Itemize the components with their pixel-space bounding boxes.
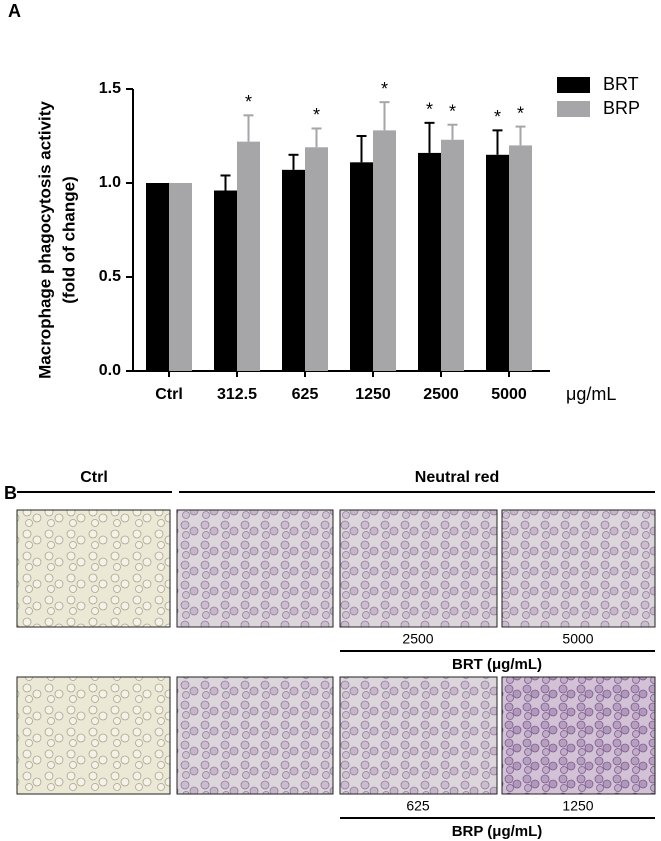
y-tick-label: 0.5 bbox=[99, 268, 121, 285]
micrograph bbox=[339, 676, 498, 795]
panel-b: B Ctrl Neutral red 2500 5000 BRT (μg/mL) 62… bbox=[4, 469, 656, 840]
legend-label: BRT bbox=[603, 74, 639, 94]
significance-mark: * bbox=[449, 101, 456, 121]
legend-swatch bbox=[557, 101, 590, 117]
micrograph bbox=[176, 676, 334, 795]
bar bbox=[305, 147, 328, 371]
bar bbox=[282, 169, 305, 371]
significance-mark: * bbox=[313, 105, 320, 125]
significance-mark: * bbox=[494, 107, 501, 127]
concentration-label: 1250 bbox=[562, 798, 593, 814]
micrograph bbox=[501, 509, 656, 628]
concentration-label: 2500 bbox=[402, 631, 433, 647]
x-tick-label: 625 bbox=[292, 386, 319, 403]
bar bbox=[486, 154, 509, 371]
x-tick-label: 1250 bbox=[355, 386, 391, 403]
bar bbox=[418, 152, 441, 371]
micrograph bbox=[176, 509, 334, 628]
bar bbox=[373, 130, 396, 371]
concentration-label: 625 bbox=[406, 798, 430, 814]
panel-a: A Macrophage phagocytosis activity (fold… bbox=[8, 1, 640, 404]
micrograph bbox=[16, 676, 171, 795]
y-tick-label: 0.0 bbox=[99, 362, 121, 379]
significance-mark: * bbox=[381, 79, 388, 99]
y-axis-label: Macrophage phagocytosis activity bbox=[35, 101, 54, 379]
bar bbox=[509, 145, 532, 371]
bar bbox=[214, 190, 237, 371]
x-tick-label: Ctrl bbox=[155, 386, 183, 403]
y-tick-label: 1.5 bbox=[99, 80, 121, 97]
significance-mark: * bbox=[245, 92, 252, 112]
x-tick-label: 312.5 bbox=[217, 386, 257, 403]
panel-label: A bbox=[8, 1, 21, 21]
legend-swatch bbox=[557, 77, 590, 93]
bar bbox=[169, 183, 192, 371]
x-tick-label: 5000 bbox=[491, 386, 527, 403]
bar bbox=[146, 183, 169, 371]
treatment-header: Neutral red bbox=[415, 469, 499, 486]
bar bbox=[441, 139, 464, 371]
concentration-label: 5000 bbox=[562, 631, 593, 647]
group-label: BRP (μg/mL) bbox=[452, 823, 543, 840]
legend-label: BRP bbox=[603, 98, 640, 118]
bar bbox=[237, 141, 260, 371]
ctrl-header: Ctrl bbox=[80, 469, 108, 486]
group-label: BRT (μg/mL) bbox=[452, 656, 542, 673]
x-tick-label: 2500 bbox=[423, 386, 459, 403]
significance-mark: * bbox=[426, 100, 433, 120]
significance-mark: * bbox=[517, 103, 524, 123]
micrograph bbox=[16, 509, 171, 628]
y-tick-label: 1.0 bbox=[99, 174, 121, 191]
micrograph bbox=[501, 676, 656, 795]
x-axis-label: μg/mL bbox=[566, 384, 616, 404]
y-axis-label: (fold of change) bbox=[59, 176, 78, 303]
panel-label: B bbox=[4, 483, 17, 503]
bar bbox=[350, 162, 373, 371]
micrograph bbox=[339, 509, 498, 628]
